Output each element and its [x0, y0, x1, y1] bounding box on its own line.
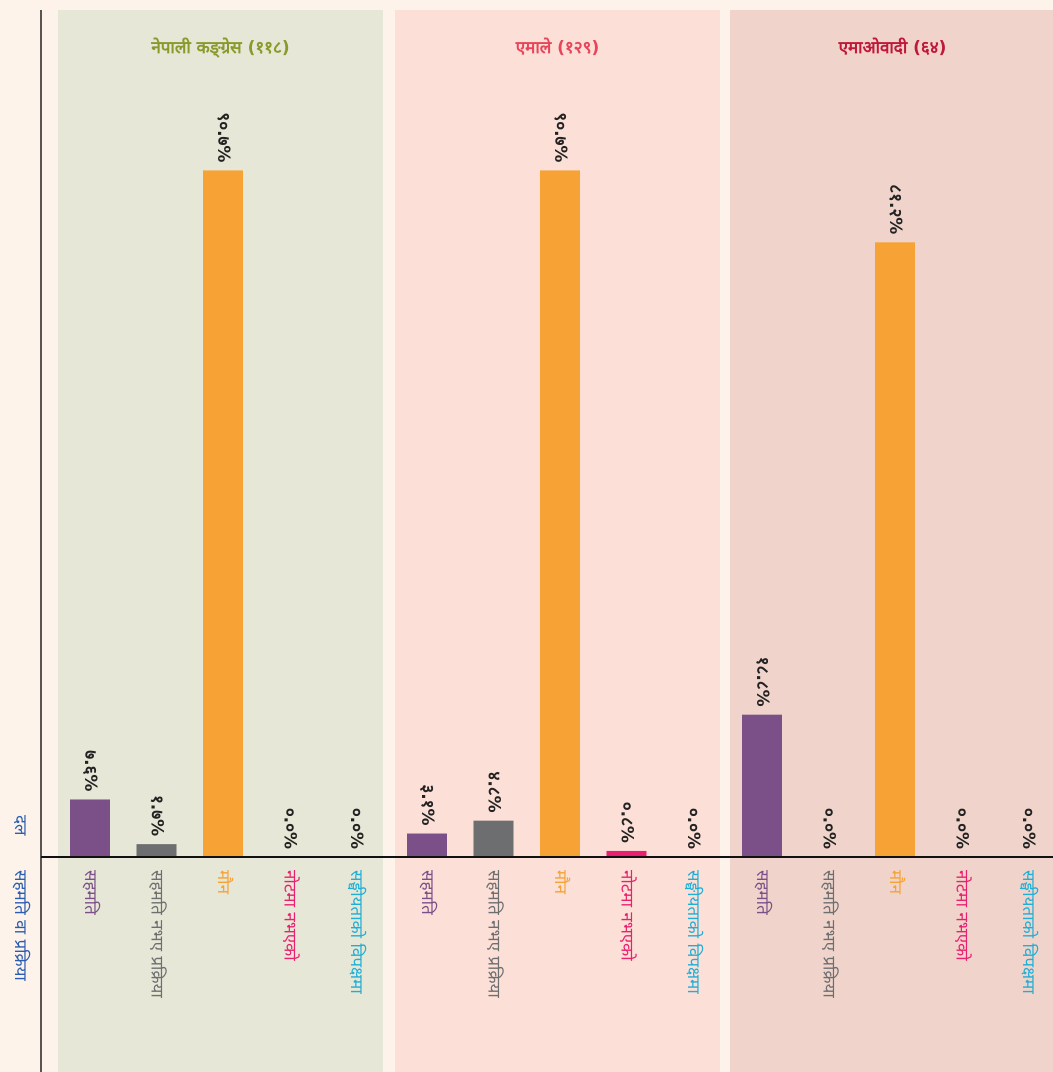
bar — [540, 170, 580, 857]
value-label: ०.०% — [346, 808, 366, 849]
bar — [742, 714, 782, 857]
category-label: सङ्घीयताको विपक्षमा — [1018, 870, 1039, 994]
bar — [407, 833, 447, 857]
category-axis-label: सहमति वा प्रक्रिया — [10, 870, 31, 981]
panel-title: नेपाली कङ्ग्रेस (११८) — [150, 37, 289, 58]
value-label: १.७% — [147, 795, 167, 836]
bar — [136, 844, 177, 857]
category-label: सङ्घीयताको विपक्षमा — [683, 870, 704, 994]
category-label: सङ्घीयताको विपक्षमा — [346, 870, 367, 994]
category-label: नोटमा नभएको — [952, 870, 973, 961]
panel-axis-label: दल — [10, 815, 30, 836]
value-label: ९०.७% — [550, 112, 570, 162]
value-label: ०.०% — [280, 808, 300, 849]
value-label: १८.८% — [752, 657, 772, 707]
value-label: ८१.२% — [885, 184, 905, 234]
category-label: मौन — [885, 870, 906, 895]
category-label: सहमति नभए प्रक्रिया — [484, 870, 505, 998]
value-label: ०.८% — [617, 802, 637, 843]
value-label: ०.०% — [683, 808, 703, 849]
value-label: ०.०% — [952, 808, 972, 849]
category-label: सहमति — [80, 870, 101, 915]
category-label: सहमति — [752, 870, 773, 915]
category-label: नोटमा नभएको — [280, 870, 301, 961]
category-label: सहमति — [417, 870, 438, 915]
value-label: ४.८% — [484, 771, 504, 812]
bar — [606, 850, 647, 857]
value-label: ३.१% — [417, 784, 437, 825]
category-label: मौन — [213, 870, 234, 895]
value-label: ९०.७% — [213, 112, 233, 162]
value-label: ०.०% — [1018, 808, 1038, 849]
bar — [473, 820, 514, 857]
value-label: ०.०% — [819, 808, 839, 849]
bar — [203, 170, 243, 857]
panel-title: एमाले (१२९) — [515, 37, 599, 58]
panel-title: एमाओवादी (६४) — [838, 37, 947, 58]
category-label: नोटमा नभएको — [617, 870, 638, 961]
category-label: सहमति नभए प्रक्रिया — [819, 870, 840, 998]
bar — [70, 799, 110, 857]
category-label: मौन — [550, 870, 571, 895]
value-label: ७.६% — [80, 750, 100, 791]
bar — [875, 242, 915, 858]
category-label: सहमति नभए प्रक्रिया — [147, 870, 168, 998]
